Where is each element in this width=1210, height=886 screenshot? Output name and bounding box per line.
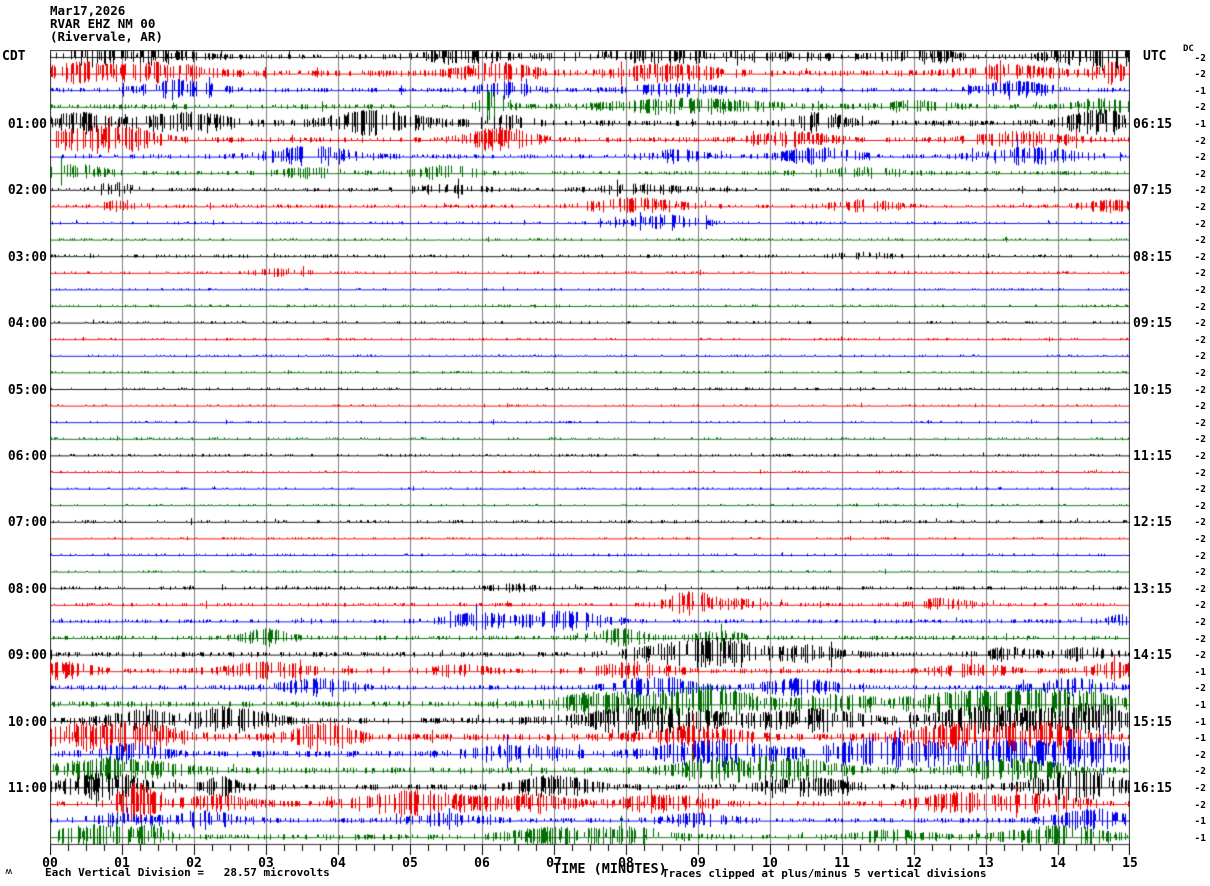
dc-value: -1	[1194, 717, 1206, 728]
x-tick-label: 04	[330, 856, 346, 871]
dc-value: -1	[1194, 700, 1206, 711]
x-tick-label: 09	[690, 856, 706, 871]
dc-value: -2	[1194, 766, 1206, 777]
x-tick-label: 13	[978, 856, 994, 871]
left-time-label: 08:00	[7, 582, 47, 597]
x-axis-title: TIME (MINUTES)	[553, 861, 667, 877]
dc-value: -2	[1194, 202, 1206, 213]
dc-value: -2	[1194, 434, 1206, 445]
right-time-label: 13:15	[1133, 582, 1173, 597]
microvolt-glyph-icon: ʍ	[5, 867, 13, 877]
dc-value: -1	[1194, 86, 1206, 97]
dc-value: -2	[1194, 136, 1206, 147]
dc-value: -2	[1194, 634, 1206, 645]
dc-value: -2	[1194, 69, 1206, 80]
dc-value: -2	[1194, 152, 1206, 163]
footer-scale-note: Each Vertical Division = 28.57 microvolt…	[45, 866, 330, 879]
dc-value: -2	[1194, 418, 1206, 429]
dc-value: -1	[1194, 833, 1206, 844]
right-time-label: 12:15	[1133, 515, 1173, 530]
dc-value: -2	[1194, 285, 1206, 296]
left-time-label: 11:00	[7, 781, 47, 796]
header-location: (Rivervale, AR)	[50, 29, 163, 44]
dc-value: -2	[1194, 750, 1206, 761]
right-time-label: 06:15	[1133, 117, 1173, 132]
x-tick-label: 02	[186, 856, 202, 871]
dc-value: -2	[1194, 800, 1206, 811]
x-tick-label: 14	[1050, 856, 1066, 871]
dc-value: -1	[1194, 733, 1206, 744]
dc-value: -2	[1194, 650, 1206, 661]
dc-value: -2	[1194, 252, 1206, 263]
left-time-label: 05:00	[7, 383, 47, 398]
x-tick-label: 11	[834, 856, 850, 871]
x-tick-label: 07	[546, 856, 562, 871]
right-time-label: 09:15	[1133, 316, 1173, 331]
x-tick-label: 10	[762, 856, 778, 871]
dc-value: -2	[1194, 335, 1206, 346]
right-time-label: 11:15	[1133, 449, 1173, 464]
x-tick-label: 00	[42, 856, 58, 871]
right-time-label: 10:15	[1133, 383, 1173, 398]
dc-value: -2	[1194, 468, 1206, 479]
left-time-label: 09:00	[7, 648, 47, 663]
x-tick-label: 08	[618, 856, 634, 871]
dc-value: -2	[1194, 501, 1206, 512]
left-time-label: 10:00	[7, 715, 47, 730]
dc-value: -2	[1194, 318, 1206, 329]
dc-value: -2	[1194, 368, 1206, 379]
dc-value: -2	[1194, 584, 1206, 595]
header-date: Mar17,2026	[50, 3, 126, 18]
dc-value: -2	[1194, 517, 1206, 528]
dc-value: -2	[1194, 219, 1206, 230]
x-tick-label: 01	[114, 856, 130, 871]
right-time-label: 14:15	[1133, 648, 1173, 663]
right-time-label: 07:15	[1133, 183, 1173, 198]
dc-value: -1	[1194, 667, 1206, 678]
dc-value: -2	[1194, 551, 1206, 562]
x-tick-label: 06	[474, 856, 490, 871]
dc-value: -2	[1194, 268, 1206, 279]
dc-value: -2	[1194, 401, 1206, 412]
footer-clip-note: Traces clipped at plus/minus 5 vertical …	[662, 867, 987, 880]
dc-value: -2	[1194, 567, 1206, 578]
seismogram-traces-canvas	[50, 50, 1130, 858]
left-time-label: 04:00	[7, 316, 47, 331]
dc-column-header: DC	[1183, 44, 1194, 54]
dc-value: -2	[1194, 351, 1206, 362]
left-axis-header-cdt: CDT	[2, 49, 26, 64]
dc-value: -1	[1194, 119, 1206, 130]
left-time-label: 06:00	[7, 449, 47, 464]
right-time-label: 15:15	[1133, 715, 1173, 730]
dc-value: -2	[1194, 235, 1206, 246]
dc-value: -2	[1194, 53, 1206, 64]
dc-value: -2	[1194, 385, 1206, 396]
dc-value: -1	[1194, 816, 1206, 827]
dc-value: -2	[1194, 185, 1206, 196]
dc-value: -2	[1194, 484, 1206, 495]
x-tick-label: 05	[402, 856, 418, 871]
left-time-label: 03:00	[7, 250, 47, 265]
right-time-label: 16:15	[1133, 781, 1173, 796]
x-tick-label: 03	[258, 856, 274, 871]
x-tick-label: 15	[1122, 856, 1138, 871]
dc-value: -2	[1194, 102, 1206, 113]
right-axis-header-utc: UTC	[1143, 49, 1167, 64]
dc-value: -2	[1194, 617, 1206, 628]
dc-value: -2	[1194, 302, 1206, 313]
dc-value: -2	[1194, 783, 1206, 794]
right-time-label: 08:15	[1133, 250, 1173, 265]
dc-value: -2	[1194, 169, 1206, 180]
dc-value: -2	[1194, 683, 1206, 694]
left-time-label: 01:00	[7, 117, 47, 132]
x-tick-label: 12	[906, 856, 922, 871]
left-time-label: 02:00	[7, 183, 47, 198]
dc-value: -2	[1194, 534, 1206, 545]
dc-value: -2	[1194, 600, 1206, 611]
left-time-label: 07:00	[7, 515, 47, 530]
dc-value: -2	[1194, 451, 1206, 462]
header-station: RVAR EHZ NM 00	[50, 16, 156, 31]
